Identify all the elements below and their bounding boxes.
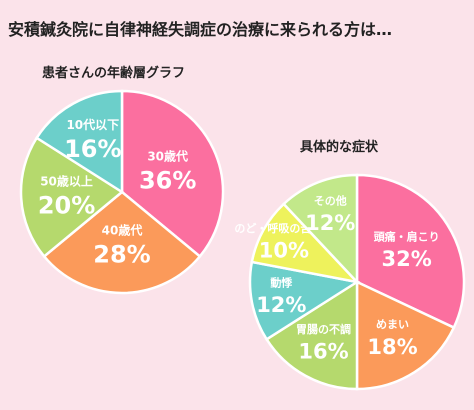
pie2-slice-4	[248, 260, 361, 342]
pie2-slice-2	[355, 280, 456, 391]
age-chart-title: 患者さんの年齢層グラフ	[42, 66, 186, 81]
pie2-slice-2-label: めまい	[376, 318, 409, 331]
pie2-slice-4-label: 動悸	[270, 275, 293, 289]
pie1-slice-2-value: 28%	[93, 241, 150, 269]
pie2-slice-1	[355, 173, 466, 330]
pie1-slice-3	[19, 136, 125, 259]
pie1-slice-3-label: 50歳以上	[40, 173, 93, 188]
pie1-slice-3-value: 20%	[38, 191, 95, 219]
pie2-slice-5-value: 10%	[259, 239, 309, 263]
page-title: 安積鍼灸院に自律神経失調症の治療に来られる方は…	[8, 20, 393, 39]
pie1-slice-1-value: 36%	[139, 166, 196, 194]
pie1-slice-2-label: 40歳代	[102, 223, 143, 238]
pie1-slice-2	[42, 190, 202, 295]
pie2-slice-3-value: 16%	[298, 340, 348, 364]
pie1-slice-1	[120, 89, 225, 259]
pie1-slice-4	[34, 89, 124, 195]
pie2-slice-3	[264, 279, 359, 391]
pie2-slice-4-value: 12%	[256, 293, 306, 317]
pie1-slice-4-label: 10代以下	[66, 117, 119, 132]
pie1-slice-1-label: 30歳代	[147, 148, 188, 163]
pie2-slice-1-label: 頭痛・肩こり	[374, 229, 440, 243]
pie1-slice-4-value: 16%	[64, 135, 121, 163]
symptom-chart-title: 具体的な症状	[300, 140, 379, 155]
pie2-slice-6	[281, 173, 359, 286]
pie2-slice-2-value: 18%	[367, 335, 417, 359]
pie2-slice-1-value: 32%	[382, 247, 432, 271]
pie2-slice-6-value: 12%	[305, 211, 355, 235]
pie2-slice-3-label: 胃腸の不調	[296, 322, 351, 336]
pie2-slice-6-label: その他	[314, 193, 347, 207]
